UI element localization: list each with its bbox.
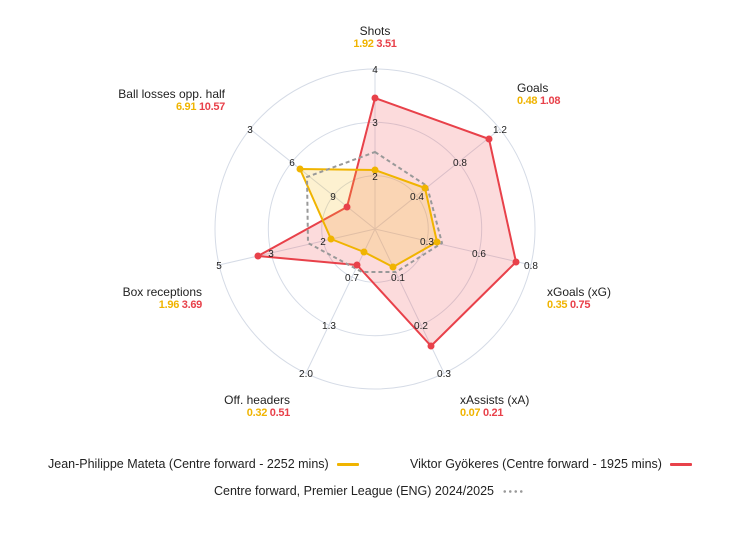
tick-shots-1: 2 (372, 172, 378, 183)
axis-label-xa: xAssists (xA) (460, 393, 530, 407)
legend-item-benchmark: Centre forward, Premier League (ENG) 202… (214, 484, 525, 498)
axis-label-shots: Shots (359, 24, 391, 38)
tick-shots-3: 4 (372, 65, 378, 76)
value-gyokeres-off-headers: 0.51 (269, 407, 291, 419)
axis-values-xg: 0.35 0.75 (547, 299, 591, 311)
value-gyokeres-goals: 1.08 (539, 95, 561, 107)
value-gyokeres-box-receptions: 3.69 (181, 299, 203, 311)
tick-box-1: 2 (320, 237, 326, 248)
tick-box-3: 5 (216, 261, 222, 272)
legend-item-mateta: Jean-Philippe Mateta (Centre forward - 2… (48, 457, 359, 471)
series-gyokeres-area (257, 97, 517, 347)
tick-goals-1: 0.4 (410, 192, 424, 203)
tick-goals-3: 1.2 (493, 125, 507, 136)
markers-mateta (296, 165, 441, 271)
markers-gyokeres (254, 94, 520, 350)
tick-xa-3: 0.3 (437, 369, 451, 380)
legend-label-benchmark: Centre forward, Premier League (ENG) 202… (214, 484, 495, 498)
tick-ball-2: 6 (289, 158, 295, 169)
axis-label-off-headers: Off. headers (224, 393, 290, 407)
axis-label-box-receptions: Box receptions (122, 285, 202, 299)
tick-xa-1: 0.1 (391, 273, 405, 284)
tick-ball-1: 9 (330, 192, 336, 203)
value-gyokeres-shots: 3.51 (376, 38, 397, 50)
tick-offh-2: 1.3 (322, 321, 336, 332)
value-mateta-xg: 0.35 (547, 299, 568, 311)
legend-label-gyokeres: Viktor Gyökeres (Centre forward - 1925 m… (410, 457, 662, 471)
axis-label-xg: xGoals (xG) (547, 285, 612, 299)
value-mateta-xa: 0.07 (460, 407, 481, 419)
axis-values-box-receptions: 1.96 3.69 (158, 299, 203, 311)
axis-values-ball-losses: 6.91 10.57 (176, 101, 225, 113)
axis-values-shots: 1.92 3.51 (353, 38, 397, 50)
axis-values-xa: 0.07 0.21 (460, 407, 504, 419)
value-mateta-shots: 1.92 (353, 38, 374, 50)
legend-swatch-benchmark-icon (502, 489, 525, 493)
tick-xg-2: 0.6 (472, 249, 486, 260)
axis-label-goals: Goals (517, 81, 549, 95)
axis-label-ball-losses: Ball losses opp. half (118, 87, 225, 101)
tick-offh-3: 2.0 (299, 369, 313, 380)
tick-labels: 2 3 4 0.4 0.8 1.2 0.3 0.6 0.8 0.1 0.2 0.… (216, 65, 538, 380)
value-gyokeres-xg: 0.75 (569, 299, 591, 311)
series-benchmark-outline (305, 150, 444, 273)
legend-swatch-mateta-icon (336, 462, 359, 466)
axis-values-off-headers: 0.32 0.51 (246, 407, 291, 419)
tick-offh-1: 0.7 (345, 273, 359, 284)
value-mateta-goals: 0.48 (517, 95, 538, 107)
value-gyokeres-xa: 0.21 (482, 407, 504, 419)
value-mateta-off-headers: 0.32 (246, 407, 268, 419)
tick-goals-2: 0.8 (453, 158, 467, 169)
axis-values-goals: 0.48 1.08 (517, 95, 561, 107)
value-mateta-box-receptions: 1.96 (158, 299, 180, 311)
legend-label-mateta: Jean-Philippe Mateta (Centre forward - 2… (48, 457, 329, 471)
value-gyokeres-ball-losses: 10.57 (198, 101, 225, 113)
tick-box-2: 3 (268, 249, 274, 260)
legend-item-gyokeres: Viktor Gyökeres (Centre forward - 1925 m… (410, 457, 692, 471)
value-mateta-ball-losses: 6.91 (175, 101, 197, 113)
legend-swatch-gyokeres-icon (669, 462, 692, 466)
tick-xg-3: 0.8 (524, 261, 538, 272)
tick-shots-2: 3 (372, 118, 378, 129)
series-mateta-area (299, 168, 438, 268)
grid-spokes (218, 69, 532, 374)
tick-xg-1: 0.3 (420, 237, 434, 248)
tick-xa-2: 0.2 (414, 321, 428, 332)
tick-ball-3: 3 (247, 125, 253, 136)
